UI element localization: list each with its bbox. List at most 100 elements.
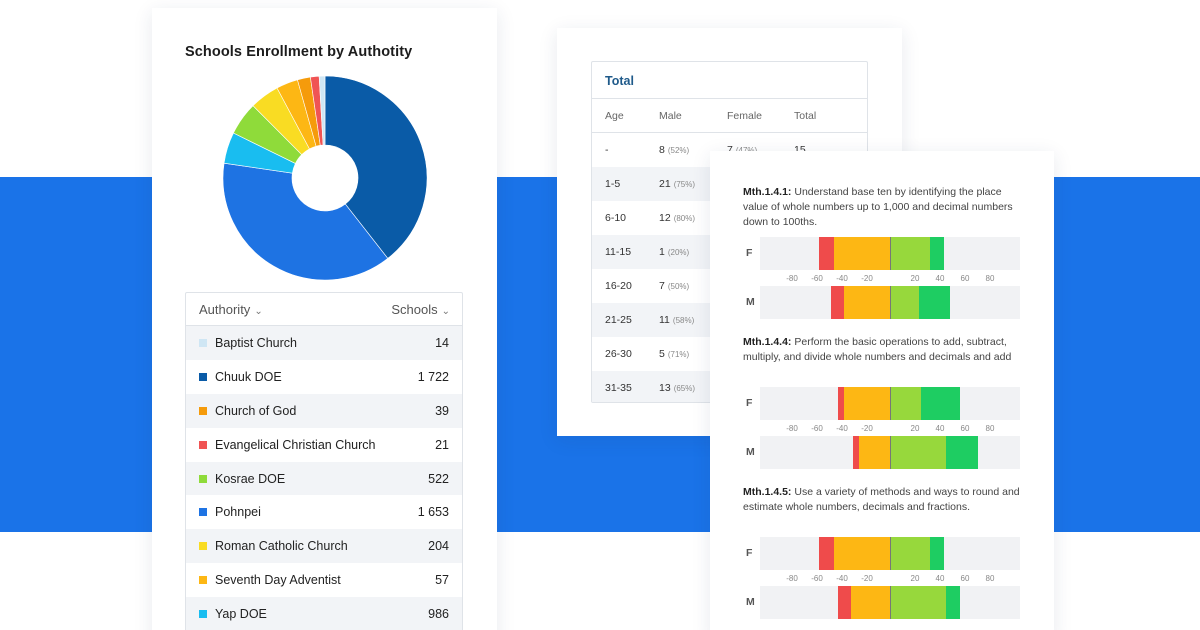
zero-axis-line: [890, 586, 891, 619]
tick-label: 80: [985, 274, 995, 283]
age-cell: 31-35: [605, 382, 632, 394]
authority-name: Chuuk DOE: [215, 369, 282, 384]
diverging-bar: [760, 586, 1020, 619]
authority-rows: Baptist Church 14 Chuuk DOE 1 722 Church of …: [186, 326, 462, 630]
tick-label: -80: [786, 574, 798, 583]
bar-segment-green: [930, 237, 944, 270]
bar-segment-green: [921, 387, 960, 420]
table-row[interactable]: Yap DOE 986: [186, 597, 462, 630]
age-cell: 6-10: [605, 212, 627, 224]
bar-segment-orange: [843, 387, 890, 420]
skill-description: Mth.1.4.4: Perform the basic operations …: [743, 336, 1012, 363]
age-table-header: Age Male Female Total: [592, 99, 867, 133]
table-row: - 8(52%) 7(47%) 15: [592, 133, 867, 167]
zero-axis-line: [890, 286, 891, 319]
axis-ticks: -80 -60 -40 -20 20 40 60 80: [760, 574, 1020, 586]
tick-label: -20: [861, 274, 873, 283]
bar-segment-red: [837, 387, 844, 420]
schools-column-header[interactable]: Schools ⌄: [391, 301, 450, 317]
bar-segment-red: [818, 537, 834, 570]
female-cell: 7(47%): [727, 144, 757, 156]
bar-segment-red: [852, 436, 859, 469]
zero-axis-line: [890, 436, 891, 469]
tick-label: 40: [935, 424, 945, 433]
bar-gender-label: M: [746, 596, 755, 608]
tick-label: 60: [960, 274, 970, 283]
table-row[interactable]: Chuuk DOE 1 722: [186, 360, 462, 394]
age-cell: -: [605, 144, 609, 156]
authority-name: Kosrae DOE: [215, 471, 286, 486]
bar-segment-light-green: [890, 436, 947, 469]
total-header: Total: [794, 109, 817, 122]
diverging-bar: [760, 237, 1020, 270]
bar-gender-label: F: [746, 547, 753, 559]
table-row: 6-10 12 (80%): [592, 201, 867, 235]
male-cell: 12 (80%): [659, 212, 696, 224]
bar-segment-green: [946, 436, 978, 469]
table-row[interactable]: Kosrae DOE 522: [186, 461, 462, 496]
table-row[interactable]: Church of God 39: [186, 393, 462, 428]
bar-segment-orange: [833, 237, 890, 270]
age-cell: 11-15: [605, 246, 632, 258]
table-row[interactable]: Roman Catholic Church 204: [186, 529, 462, 564]
schools-count: 21: [435, 437, 449, 452]
male-cell: 13 (65%): [659, 382, 696, 394]
tick-label: 60: [960, 424, 970, 433]
legend-swatch: [199, 542, 207, 551]
bar-segment-green: [946, 586, 960, 619]
authority-name: Baptist Church: [215, 335, 297, 350]
bar-segment-orange: [843, 286, 890, 319]
table-row[interactable]: Evangelical Christian Church 21: [186, 428, 462, 462]
bar-gender-label: M: [746, 296, 755, 308]
total-cell: 15: [794, 144, 806, 156]
bar-gender-label: M: [746, 446, 755, 458]
table-row[interactable]: Baptist Church 14: [186, 326, 462, 360]
bar-segment-red: [818, 237, 834, 270]
schools-count: 522: [428, 471, 449, 486]
legend-swatch: [199, 406, 207, 415]
bar-segment-red: [837, 586, 852, 619]
diverging-bar: [760, 436, 1020, 469]
diverging-bar: [760, 537, 1020, 570]
diverging-bar: [760, 286, 1020, 319]
female-header: Female: [727, 109, 763, 122]
bar-segment-light-green: [890, 537, 930, 570]
authority-name: Seventh Day Adventist: [215, 573, 341, 588]
authority-table-header: Authority ⌄ Schools ⌄: [186, 293, 462, 326]
tick-label: 80: [985, 424, 995, 433]
schools-count: 57: [435, 573, 449, 588]
donut-slice[interactable]: [222, 162, 389, 281]
bar-segment-light-green: [890, 237, 930, 270]
male-cell: 5 (71%): [659, 348, 690, 360]
donut-slice[interactable]: [324, 75, 428, 259]
male-cell: 11 (58%): [659, 314, 695, 326]
tick-label: -60: [811, 424, 823, 433]
enrollment-donut-chart: [222, 75, 428, 281]
age-header: Age: [605, 109, 624, 122]
table-row[interactable]: Seventh Day Adventist 57: [186, 563, 462, 597]
enrollment-card: Schools Enrollment by Authotity Authorit…: [152, 8, 497, 630]
tick-label: 40: [935, 574, 945, 583]
tick-label: -40: [836, 424, 848, 433]
legend-swatch: [199, 508, 207, 517]
enrollment-title: Schools Enrollment by Authotity: [185, 44, 413, 60]
table-row[interactable]: Pohnpei 1 653: [186, 495, 462, 529]
tick-label: 80: [985, 574, 995, 583]
legend-swatch: [199, 474, 207, 483]
male-cell: 8 (52%): [659, 144, 690, 156]
male-header: Male: [659, 109, 682, 122]
bar-segment-orange: [833, 537, 890, 570]
legend-swatch: [199, 440, 207, 449]
bar-segment-green: [918, 286, 950, 319]
zero-axis-line: [890, 537, 891, 570]
authority-column-header[interactable]: Authority ⌄: [199, 301, 263, 317]
bar-segment-green: [930, 537, 944, 570]
donut-slice[interactable]: [318, 75, 326, 146]
axis-ticks: -80 -60 -40 -20 20 40 60 80: [760, 424, 1020, 436]
bar-segment-red: [831, 286, 844, 319]
bar-segment-orange: [851, 586, 890, 619]
legend-swatch: [199, 372, 207, 381]
bar-segment-orange: [858, 436, 890, 469]
tick-label: 20: [910, 274, 920, 283]
bar-segment-light-green: [890, 387, 922, 420]
